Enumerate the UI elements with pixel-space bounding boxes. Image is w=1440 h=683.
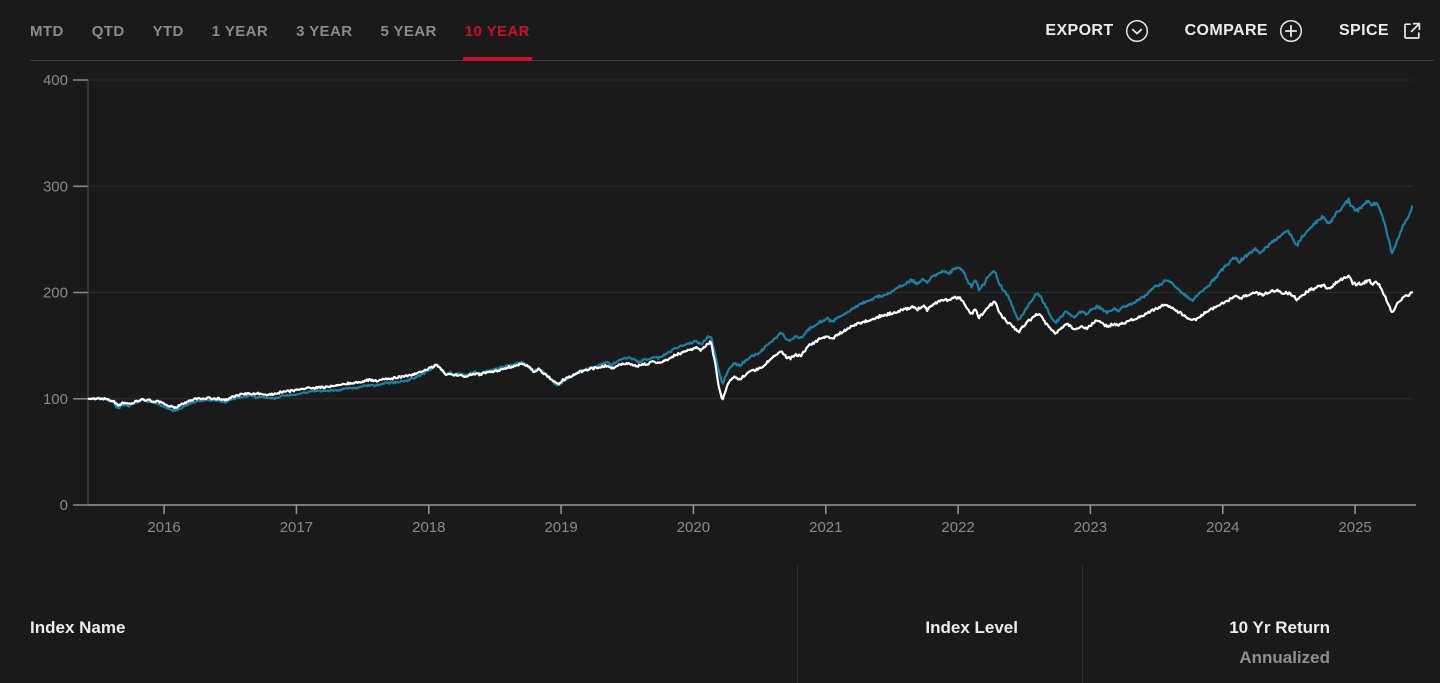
column-header-index-name: Index Name — [30, 618, 126, 637]
index-table-header: Index Name Index Level 10 Yr Return Annu… — [0, 565, 1440, 683]
x-axis-label: 2022 — [941, 519, 974, 536]
performance-chart[interactable]: 0 100 200 300 400 2016 2017 2018 2019 2020 2021 202… — [0, 61, 1440, 565]
column-divider — [797, 565, 798, 683]
series-white-line — [87, 274, 1414, 410]
column-divider — [1082, 565, 1083, 683]
compare-button[interactable]: COMPARE — [1185, 19, 1303, 43]
export-button[interactable]: EXPORT — [1045, 19, 1148, 43]
x-axis-label: 2017 — [280, 519, 313, 536]
x-axis-label: 2024 — [1206, 519, 1239, 536]
y-axis-label: 0 — [60, 497, 68, 514]
series-teal-line — [87, 197, 1414, 413]
column-header-index-level: Index Level — [925, 618, 1018, 637]
column-header-10yr-return-label: 10 Yr Return — [1229, 618, 1330, 637]
spice-button-label: SPICE — [1338, 21, 1389, 39]
tab-qtd[interactable]: QTD — [91, 23, 125, 40]
tab-10-year[interactable]: 10 YEAR — [462, 0, 532, 61]
x-axis-label: 2025 — [1338, 519, 1371, 536]
y-axis-label: 200 — [43, 285, 68, 302]
chevron-down-circle-icon — [1125, 19, 1149, 43]
period-toolbar: MTD QTD YTD 1 YEAR 3 YEAR 5 YEAR 10 YEAR… — [0, 0, 1440, 61]
y-axis-label: 400 — [43, 72, 68, 89]
tab-mtd[interactable]: MTD — [30, 23, 64, 40]
x-axis-label: 2019 — [544, 519, 577, 536]
compare-button-label: COMPARE — [1184, 21, 1268, 39]
x-axis-label: 2023 — [1074, 519, 1107, 536]
period-tabs: MTD QTD YTD 1 YEAR 3 YEAR 5 YEAR 10 YEAR — [30, 0, 532, 61]
tab-ytd[interactable]: YTD — [152, 23, 184, 40]
export-button-label: EXPORT — [1045, 21, 1114, 39]
column-header-annualized-label: Annualized — [1239, 648, 1330, 667]
x-axis-label: 2018 — [412, 519, 445, 536]
x-axis-label: 2016 — [147, 519, 180, 536]
spice-button[interactable]: SPICE — [1339, 19, 1424, 43]
tab-1-year[interactable]: 1 YEAR — [211, 23, 269, 40]
plus-circle-icon — [1279, 19, 1303, 43]
x-axis-label: 2020 — [677, 519, 710, 536]
external-link-icon — [1400, 19, 1424, 43]
toolbar-actions: EXPORT COMPARE SPICE — [1045, 0, 1424, 61]
y-axis-label: 100 — [43, 391, 68, 408]
tab-3-year[interactable]: 3 YEAR — [296, 23, 353, 40]
tab-5-year[interactable]: 5 YEAR — [380, 23, 437, 40]
column-header-10yr-return: 10 Yr Return Annualized — [1082, 617, 1330, 668]
x-axis-label: 2021 — [809, 519, 842, 536]
y-axis-label: 300 — [43, 178, 68, 195]
